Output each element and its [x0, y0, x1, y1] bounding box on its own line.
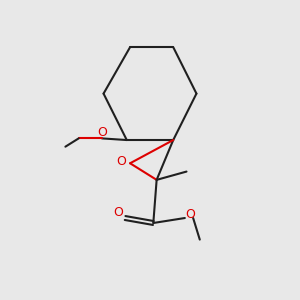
Text: O: O [113, 206, 123, 219]
Text: O: O [116, 155, 126, 168]
Text: O: O [185, 208, 195, 220]
Text: O: O [98, 126, 107, 139]
